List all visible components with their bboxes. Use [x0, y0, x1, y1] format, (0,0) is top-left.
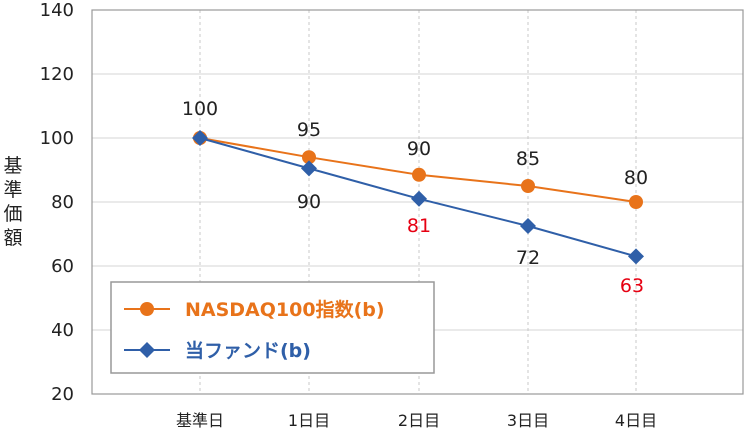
data-label: 63	[620, 275, 644, 297]
data-point-circle	[521, 179, 535, 193]
y-axis-label-char: 基	[3, 155, 22, 177]
y-axis-label-char: 額	[3, 227, 22, 249]
x-tick-label: 基準日	[176, 411, 224, 430]
data-label: 72	[516, 247, 540, 269]
data-label: 95	[297, 119, 321, 141]
x-tick-label: 4日目	[615, 411, 657, 430]
data-point-circle	[412, 167, 426, 182]
legend-entry: 当ファンド(b)	[185, 339, 311, 362]
data-point-circle	[629, 195, 643, 209]
data-label: 85	[516, 148, 540, 170]
y-tick-label: 60	[51, 256, 74, 277]
legend-marker-circle	[140, 302, 154, 316]
y-tick-label: 40	[51, 320, 74, 341]
data-label: 90	[297, 191, 321, 213]
plot-area-frame	[91, 9, 744, 395]
legend-entry: NASDAQ100指数(b)	[185, 298, 385, 321]
data-point-diamond	[411, 190, 427, 207]
data-point-diamond	[192, 130, 208, 146]
y-tick-label: 120	[40, 64, 74, 85]
legend: NASDAQ100指数(b) 当ファンド(b)	[110, 281, 435, 374]
data-labels: 95 90 85 80 100 90 81 72 63	[182, 98, 648, 297]
data-point-diamond	[520, 218, 536, 234]
x-axis-ticks: 基準日 1日目 2日目 3日目 4日目	[176, 411, 657, 430]
data-point-diamond	[301, 160, 317, 177]
data-label: 90	[407, 138, 431, 160]
y-tick-label: 100	[40, 128, 74, 149]
data-label: 100	[182, 98, 218, 120]
x-tick-label: 3日目	[507, 411, 549, 430]
data-label: 80	[624, 167, 648, 189]
x-tick-label: 2日目	[398, 411, 440, 430]
legend-box	[110, 281, 435, 374]
y-tick-label: 80	[51, 192, 74, 213]
data-point-diamond	[628, 248, 644, 265]
y-axis-label-char: 準	[3, 179, 22, 201]
data-label: 81	[407, 215, 431, 237]
legend-marker-diamond	[139, 342, 155, 358]
series	[192, 130, 644, 265]
y-tick-label: 140	[40, 0, 74, 21]
data-point-circle	[302, 150, 316, 165]
y-tick-label: 20	[51, 384, 74, 405]
y-axis-label-char: 価	[3, 203, 22, 225]
x-tick-label: 1日目	[288, 411, 330, 430]
y-axis-ticks: 20 40 60 80 100 120 140	[40, 0, 74, 405]
